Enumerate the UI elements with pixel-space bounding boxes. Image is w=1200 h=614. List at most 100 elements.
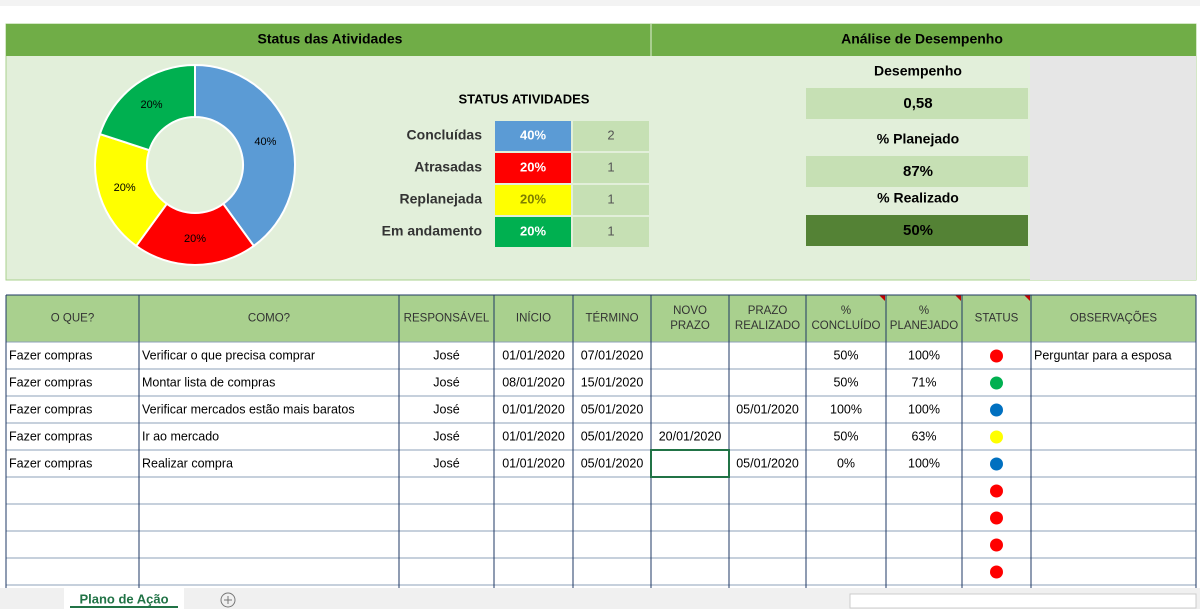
status-dot bbox=[990, 430, 1003, 444]
cell: Realizar compra bbox=[142, 456, 233, 470]
status-percent-cell bbox=[495, 153, 571, 183]
cell: 100% bbox=[908, 348, 940, 362]
status-dot bbox=[990, 565, 1003, 579]
column-header: PRAZO bbox=[748, 305, 788, 317]
cell: 01/01/2020 bbox=[502, 456, 565, 470]
cell: 20/01/2020 bbox=[659, 429, 722, 443]
cell: 100% bbox=[830, 402, 862, 416]
status-count: 2 bbox=[607, 127, 614, 142]
cell: José bbox=[433, 375, 459, 389]
cell: Perguntar para a esposa bbox=[1034, 348, 1172, 362]
comment-marker bbox=[1024, 295, 1030, 301]
status-count: 1 bbox=[607, 223, 614, 238]
comment-marker bbox=[879, 295, 885, 301]
left-title: Status das Atividades bbox=[258, 31, 403, 47]
status-title: STATUS ATIVIDADES bbox=[459, 91, 590, 106]
cell: 100% bbox=[908, 402, 940, 416]
column-header: OBSERVAÇÕES bbox=[1070, 312, 1157, 325]
status-label: Replanejada bbox=[400, 191, 483, 207]
column-header: INÍCIO bbox=[516, 312, 551, 325]
status-count: 1 bbox=[607, 191, 614, 206]
selected-cell bbox=[650, 449, 730, 478]
column-header: PLANEJADO bbox=[890, 320, 958, 332]
cell: 01/01/2020 bbox=[502, 348, 565, 362]
status-percent-cell bbox=[495, 185, 571, 215]
cell: 08/01/2020 bbox=[502, 375, 565, 389]
cell: José bbox=[433, 429, 459, 443]
column-header: O QUE? bbox=[51, 313, 94, 325]
cell: Montar lista de compras bbox=[142, 375, 275, 389]
status-percent: 20% bbox=[520, 191, 546, 206]
cell: 01/01/2020 bbox=[502, 402, 565, 416]
column-header: CONCLUÍDO bbox=[811, 319, 880, 332]
column-header: COMO? bbox=[248, 313, 290, 325]
add-icon bbox=[224, 596, 232, 604]
cell: 50% bbox=[833, 429, 858, 443]
metric-value: 50% bbox=[903, 222, 933, 239]
cell: Fazer compras bbox=[9, 456, 92, 470]
status-percent-cell bbox=[495, 217, 571, 247]
column-header-strip bbox=[0, 0, 1200, 6]
metric-cell bbox=[806, 88, 1028, 119]
metric-value: 87% bbox=[903, 163, 933, 180]
cell: Verificar mercados estão mais baratos bbox=[142, 402, 355, 416]
donut-label: 20% bbox=[140, 99, 162, 111]
status-dot bbox=[990, 511, 1003, 525]
status-percent: 40% bbox=[520, 127, 546, 142]
status-label: Atrasadas bbox=[414, 159, 482, 175]
donut-label: 40% bbox=[254, 136, 276, 148]
column-header: STATUS bbox=[975, 313, 1019, 325]
cell: 05/01/2020 bbox=[736, 456, 799, 470]
status-count-cell bbox=[573, 153, 649, 183]
metric-cell bbox=[806, 156, 1028, 187]
scrollbar[interactable] bbox=[849, 593, 1197, 609]
tab-label[interactable]: Plano de Ação bbox=[79, 591, 168, 606]
donut-segment bbox=[94, 132, 169, 248]
column-header: TÉRMINO bbox=[585, 312, 638, 325]
cell: Verificar o que precisa comprar bbox=[142, 348, 315, 362]
status-count-cell bbox=[573, 121, 649, 151]
column-header: % bbox=[841, 305, 851, 317]
donut-segment bbox=[134, 202, 256, 266]
column-header: NOVO bbox=[673, 305, 707, 317]
cell: 15/01/2020 bbox=[581, 375, 644, 389]
status-label: Concluídas bbox=[407, 127, 483, 143]
column-header: PRAZO bbox=[670, 320, 710, 332]
cell: José bbox=[433, 348, 459, 362]
add-sheet[interactable] bbox=[220, 592, 236, 608]
cell: Fazer compras bbox=[9, 429, 92, 443]
status-count: 1 bbox=[607, 159, 614, 174]
metric-label: % Realizado bbox=[877, 190, 959, 206]
sheet-tab[interactable] bbox=[64, 588, 184, 609]
donut-label: 20% bbox=[184, 233, 206, 245]
cell: 05/01/2020 bbox=[581, 402, 644, 416]
panel-header bbox=[6, 24, 1196, 56]
metric-label: % Planejado bbox=[877, 131, 959, 147]
status-dot bbox=[990, 457, 1003, 471]
cell: José bbox=[433, 402, 459, 416]
cell: Fazer compras bbox=[9, 348, 92, 362]
metric-cell bbox=[806, 215, 1028, 246]
panel-gray bbox=[1030, 56, 1196, 280]
donut-segment bbox=[98, 63, 196, 152]
column-header: RESPONSÁVEL bbox=[404, 312, 490, 325]
cell: Fazer compras bbox=[9, 402, 92, 416]
status-percent-cell bbox=[495, 121, 571, 151]
cell: 63% bbox=[911, 429, 936, 443]
status-count-cell bbox=[573, 185, 649, 215]
status-dot bbox=[990, 349, 1003, 363]
cell: 50% bbox=[833, 348, 858, 362]
donut-label: 20% bbox=[114, 182, 136, 194]
donut-segment bbox=[194, 63, 296, 248]
status-count-cell bbox=[573, 217, 649, 247]
cell: 05/01/2020 bbox=[581, 456, 644, 470]
column-header: % bbox=[919, 305, 929, 317]
cell: 0% bbox=[837, 456, 855, 470]
status-percent: 20% bbox=[520, 223, 546, 238]
table-header-bg bbox=[6, 295, 1196, 342]
right-title: Análise de Desempenho bbox=[841, 31, 1003, 47]
status-percent: 20% bbox=[520, 159, 546, 174]
cell: 05/01/2020 bbox=[736, 402, 799, 416]
cell: José bbox=[433, 456, 459, 470]
